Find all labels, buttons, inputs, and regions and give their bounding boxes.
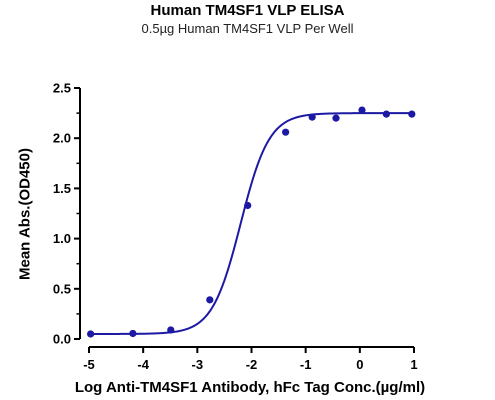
x-tick-label: 0 (356, 357, 363, 372)
data-point (382, 110, 390, 118)
y-tick-label: 1.0 (53, 231, 71, 246)
y-tick-label: 2.0 (53, 131, 71, 146)
y-tick-label: 2.5 (53, 81, 71, 96)
x-tick-label: -3 (192, 357, 204, 372)
data-point (87, 330, 95, 338)
data-point (167, 326, 175, 334)
chart-subtitle: 0.5µg Human TM4SF1 VLP Per Well (141, 21, 354, 36)
y-tick-label: 0.5 (53, 281, 71, 296)
data-point (282, 128, 290, 136)
x-axis-label: Log Anti-TM4SF1 Antibody, hFc Tag Conc.(… (74, 379, 426, 396)
data-point (332, 114, 340, 122)
data-point (408, 110, 416, 118)
chart-title: Human TM4SF1 VLP ELISA (150, 2, 345, 19)
x-tick-label: -4 (137, 357, 149, 372)
fit-curve (89, 112, 414, 335)
y-tick-label: 0.0 (53, 332, 71, 347)
x-tick-label: -1 (300, 357, 312, 372)
data-point (206, 296, 214, 304)
y-tick-label: 1.5 (53, 181, 71, 196)
data-point (129, 329, 137, 338)
data-point (358, 106, 366, 114)
x-tick-label: 1 (410, 357, 417, 372)
x-tick-label: -5 (83, 357, 95, 372)
x-tick-label: -2 (246, 357, 258, 372)
data-point (244, 201, 252, 210)
data-point (308, 113, 316, 121)
